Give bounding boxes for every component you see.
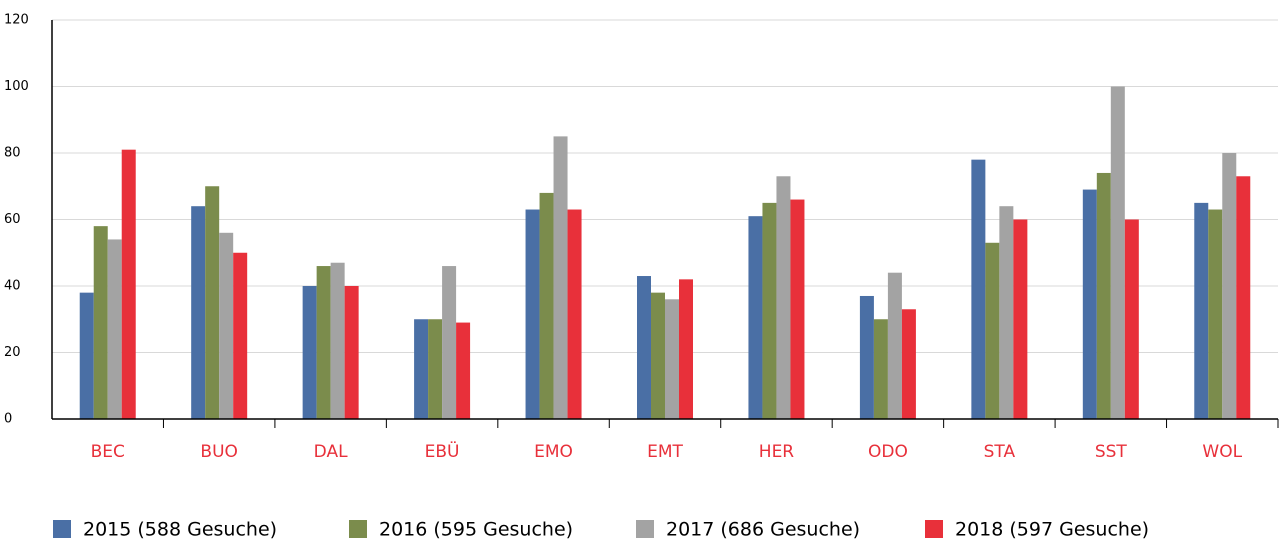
legend-swatch <box>925 520 943 538</box>
bar <box>93 226 108 419</box>
bar <box>1208 209 1223 419</box>
bar <box>79 292 94 419</box>
bar <box>637 276 651 419</box>
bar <box>456 322 471 419</box>
bar <box>330 262 345 419</box>
bar <box>1222 153 1237 419</box>
bar <box>901 309 916 419</box>
bar <box>679 279 693 419</box>
bar <box>999 206 1014 419</box>
x-tick-label: EBÜ <box>425 440 460 462</box>
bar <box>1236 176 1251 419</box>
bar <box>525 209 540 419</box>
bar <box>219 232 234 419</box>
x-tick-label: HER <box>759 442 795 462</box>
bar <box>971 159 986 419</box>
bar <box>428 319 443 419</box>
x-tick-label: ODO <box>868 442 908 462</box>
bar <box>985 242 1000 419</box>
legend-label: 2016 (595 Gesuche) <box>379 519 573 541</box>
bar <box>1194 202 1209 419</box>
bar <box>539 192 554 419</box>
x-tick-label: BUO <box>200 442 238 462</box>
bar <box>665 299 679 419</box>
legend-label: 2017 (686 Gesuche) <box>666 519 860 541</box>
bar <box>553 136 568 419</box>
bar <box>121 149 136 420</box>
bar <box>748 216 763 419</box>
bar <box>1082 189 1097 419</box>
bar <box>873 319 888 419</box>
y-tick-label: 100 <box>4 79 29 94</box>
bar <box>316 266 331 419</box>
y-tick-label: 60 <box>4 212 21 227</box>
bar <box>205 186 220 419</box>
bar <box>790 199 805 419</box>
x-tick-label: SST <box>1095 442 1128 462</box>
bar <box>233 252 248 419</box>
y-tick-label: 120 <box>4 13 29 28</box>
x-tick-label: EMO <box>534 442 573 462</box>
bar <box>887 272 902 419</box>
legend-swatch <box>349 520 367 538</box>
bar <box>1013 219 1028 419</box>
bar <box>567 209 582 419</box>
legend-label: 2018 (597 Gesuche) <box>955 519 1149 541</box>
bar <box>302 286 317 419</box>
legend-swatch <box>53 520 71 538</box>
bar <box>859 295 874 419</box>
legend-swatch <box>636 520 654 538</box>
bar <box>1124 219 1139 419</box>
bar <box>776 176 791 419</box>
bar <box>762 202 777 419</box>
bar <box>107 239 122 419</box>
bar <box>442 266 457 419</box>
legend-label: 2015 (588 Gesuche) <box>83 519 277 541</box>
x-tick-label: STA <box>984 442 1016 462</box>
bar <box>414 319 429 419</box>
y-tick-label: 40 <box>4 279 21 294</box>
y-tick-label: 80 <box>4 146 21 161</box>
x-tick-label: WOL <box>1202 442 1242 462</box>
x-tick-label: EMT <box>647 442 683 462</box>
x-tick-label: BEC <box>91 442 125 462</box>
y-tick-label: 20 <box>4 345 21 360</box>
bar <box>344 286 359 419</box>
bar <box>1110 86 1125 419</box>
bar <box>651 292 665 419</box>
bar <box>1096 172 1111 419</box>
x-tick-label: DAL <box>314 442 348 462</box>
bar <box>191 206 206 419</box>
y-tick-label: 0 <box>4 412 12 427</box>
